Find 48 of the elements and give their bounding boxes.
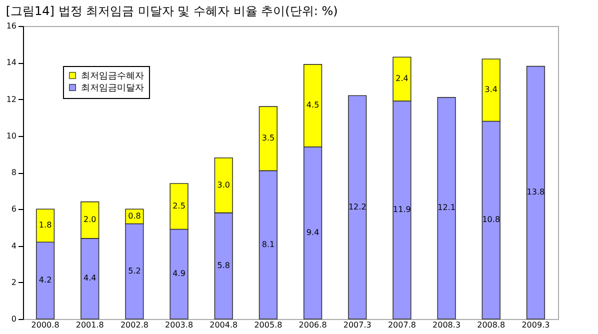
- data-label: 4.4: [84, 274, 96, 283]
- data-label: 10.8: [482, 215, 500, 224]
- data-label: 4.2: [38, 276, 52, 285]
- chart-title: [그림14] 법정 최저임금 미달자 및 수혜자 비율 추이(단위: %): [6, 4, 338, 18]
- x-tick-label: 2009.3: [522, 320, 550, 330]
- bar: [348, 95, 367, 320]
- data-label: 12.2: [348, 202, 366, 212]
- x-tick-label: 2005.8: [254, 320, 282, 330]
- x-tick-label: 2008.8: [477, 320, 506, 330]
- data-label: 5.2: [128, 266, 141, 276]
- bar: [437, 97, 456, 320]
- data-label: 3.5: [262, 134, 275, 143]
- legend-label: 최저임금수혜자: [81, 72, 144, 82]
- legend-label: 최저임금미달자: [81, 84, 144, 94]
- data-label: 2.4: [396, 74, 408, 84]
- x-tick-label: 2003.8: [165, 320, 194, 330]
- data-label: 3.4: [484, 85, 498, 94]
- y-tick-label: 10: [6, 131, 16, 140]
- y-tick-label: 14: [6, 58, 16, 68]
- bar: [526, 66, 546, 320]
- y-tick-label: 12: [6, 94, 16, 104]
- data-label: 3.0: [217, 180, 230, 190]
- data-label: 0.8: [128, 211, 141, 220]
- y-tick-label: 16: [6, 22, 16, 30]
- x-tick-label: 2000.8: [31, 320, 60, 330]
- data-label: 9.4: [306, 228, 320, 237]
- y-tick-label: 6: [11, 204, 16, 214]
- x-tick-label: 2002.8: [120, 320, 148, 330]
- y-tick-label: 8: [11, 168, 16, 177]
- data-label: 12.1: [438, 203, 456, 212]
- data-label: 5.8: [217, 260, 230, 270]
- data-label: 11.9: [393, 205, 411, 214]
- data-label: 4.5: [306, 100, 320, 110]
- x-tick-label: 2007.8: [388, 320, 416, 330]
- data-label: 13.8: [526, 188, 545, 197]
- x-tick-label: 2007.3: [343, 320, 372, 330]
- data-label: 1.8: [38, 220, 52, 230]
- y-tick-label: 4: [11, 241, 16, 250]
- x-tick-label: 2008.3: [432, 320, 461, 330]
- data-label: 8.1: [262, 240, 275, 249]
- data-label: 2.5: [172, 201, 186, 210]
- x-tick-label: 2004.8: [210, 320, 238, 330]
- y-tick-label: 0: [11, 314, 16, 324]
- x-tick-label: 2006.8: [298, 320, 327, 330]
- data-label: 2.0: [84, 215, 96, 224]
- x-tick-label: 2001.8: [76, 320, 104, 330]
- data-label: 4.9: [172, 269, 186, 278]
- y-tick-label: 2: [11, 278, 16, 287]
